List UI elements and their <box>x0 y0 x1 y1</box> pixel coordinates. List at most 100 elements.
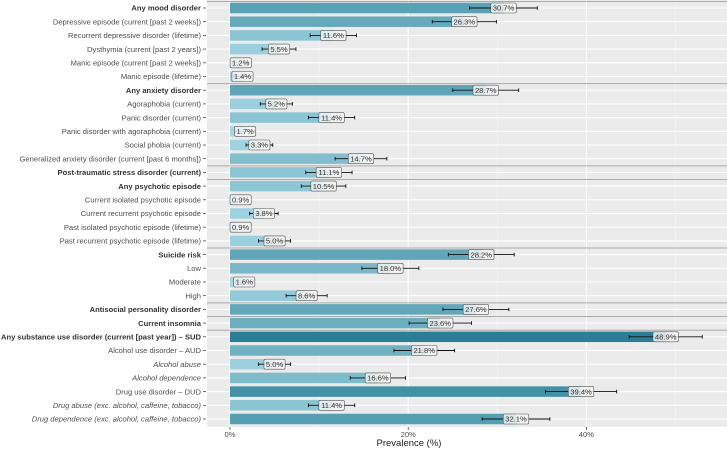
bar <box>230 413 517 425</box>
value-label-box <box>364 372 391 384</box>
value-label-box <box>490 2 517 14</box>
bar <box>230 304 476 315</box>
value-label: 1.2% <box>232 59 250 68</box>
value-label-box <box>252 208 275 219</box>
value-label-box <box>229 194 252 206</box>
bar <box>230 249 482 260</box>
bar <box>230 263 391 274</box>
bar <box>230 30 334 41</box>
category-label: Any anxiety disorder <box>126 86 201 95</box>
value-label: 26.3% <box>454 17 476 26</box>
bar <box>230 358 275 370</box>
value-label: 5.5% <box>270 45 288 54</box>
value-label: 21.8% <box>413 346 435 355</box>
x-tick-label: 40% <box>579 430 594 439</box>
bar <box>230 98 277 110</box>
bar <box>230 386 582 397</box>
value-label-box <box>468 249 495 260</box>
category-label: Panic disorder (current) <box>122 113 202 122</box>
bar <box>230 331 666 343</box>
bar <box>230 84 486 96</box>
value-label: 10.5% <box>313 182 335 191</box>
category-label: Dysthymia (current [past 2 years]) <box>87 45 201 54</box>
category-label: Current recurrent psychotic episode <box>81 209 201 218</box>
bar <box>230 400 332 411</box>
category-label: Social phobia (current) <box>125 141 202 150</box>
value-label: 28.7% <box>475 86 497 95</box>
category-label: Antisocial personality disorder <box>90 305 201 314</box>
value-label-box <box>377 262 404 274</box>
category-label: Recurrent depressive disorder (lifetime) <box>68 31 201 40</box>
value-label: 14.7% <box>350 154 372 163</box>
bar <box>230 208 264 219</box>
value-label-box <box>265 98 288 110</box>
category-label: Generalized anxiety disorder (current [p… <box>20 154 202 163</box>
category-label: Any mood disorder <box>131 4 201 13</box>
value-label-box <box>233 276 256 288</box>
value-label: 3.3% <box>251 141 269 150</box>
category-label: Past recurrent psychotic episode (lifeti… <box>60 237 202 246</box>
value-label-box <box>462 304 489 315</box>
category-label: Any substance use disorder (current [pas… <box>1 333 202 342</box>
value-label: 1.6% <box>236 278 254 287</box>
category-label: Manic episode (current [past 2 weeks]) <box>71 59 202 68</box>
bar <box>230 16 465 27</box>
value-label: 27.6% <box>465 305 487 314</box>
value-label-box <box>502 413 530 425</box>
value-label: 23.6% <box>430 319 452 328</box>
category-label: Alcohol use disorder – AUD <box>108 346 201 355</box>
category-label: Post-traumatic stress disorder (current) <box>58 168 202 177</box>
category-label: Drug dependence (exc. alcohol, caffeine,… <box>32 415 202 424</box>
category-label: Drug abuse (exc. alcohol, caffeine, toba… <box>53 401 202 410</box>
bar <box>230 112 332 123</box>
bar <box>230 345 425 356</box>
value-label: 1.4% <box>234 72 252 81</box>
category-label: Panic disorder with agoraphobia (current… <box>62 127 202 136</box>
value-label-box <box>231 71 254 82</box>
value-label-box <box>320 30 347 41</box>
bar <box>230 167 329 178</box>
value-label-box <box>248 139 271 151</box>
value-label: 32.1% <box>505 415 527 424</box>
bar <box>230 372 378 384</box>
value-label-box <box>229 57 252 69</box>
category-label: Drug use disorder – DUD <box>116 387 202 396</box>
category-label: Manic episode (lifetime) <box>121 72 202 81</box>
value-label: 11.4% <box>321 401 342 410</box>
x-tick-label: 0% <box>225 430 236 439</box>
value-label-box <box>295 290 318 302</box>
value-label-box <box>652 331 679 343</box>
category-label: Depressive episode (current [past 2 week… <box>53 17 202 26</box>
value-label-box <box>310 180 337 192</box>
value-label-box <box>472 84 499 96</box>
value-label: 1.7% <box>236 127 254 136</box>
value-label-box <box>451 16 478 28</box>
bar <box>230 180 324 192</box>
value-label: 5.0% <box>266 360 284 369</box>
value-label: 11.1% <box>318 168 339 177</box>
category-label: Agoraphobia (current) <box>127 100 201 109</box>
value-label: 16.6% <box>367 374 389 383</box>
value-label: 3.8% <box>255 209 273 218</box>
value-label: 39.4% <box>570 387 592 396</box>
category-label: Suicide risk <box>158 250 201 259</box>
x-axis-title: Prevalence (%) <box>377 438 442 449</box>
value-label-box <box>427 317 454 329</box>
bar <box>230 43 280 55</box>
bar <box>230 153 361 164</box>
value-label-box <box>568 386 595 397</box>
category-label: Any psychotic episode <box>118 182 201 191</box>
value-label-box <box>263 235 286 247</box>
value-label: 28.2% <box>470 250 492 259</box>
value-label: 5.0% <box>266 237 284 246</box>
value-label-box <box>318 399 345 411</box>
category-label: Past isolated psychotic episode (lifetim… <box>64 223 202 232</box>
value-label-box <box>315 167 342 178</box>
category-label: High <box>185 291 201 300</box>
value-label-box <box>229 221 252 233</box>
bar <box>230 317 441 329</box>
value-label-box <box>347 153 375 164</box>
value-label: 48.9% <box>655 333 677 342</box>
value-label: 11.6% <box>323 31 344 40</box>
